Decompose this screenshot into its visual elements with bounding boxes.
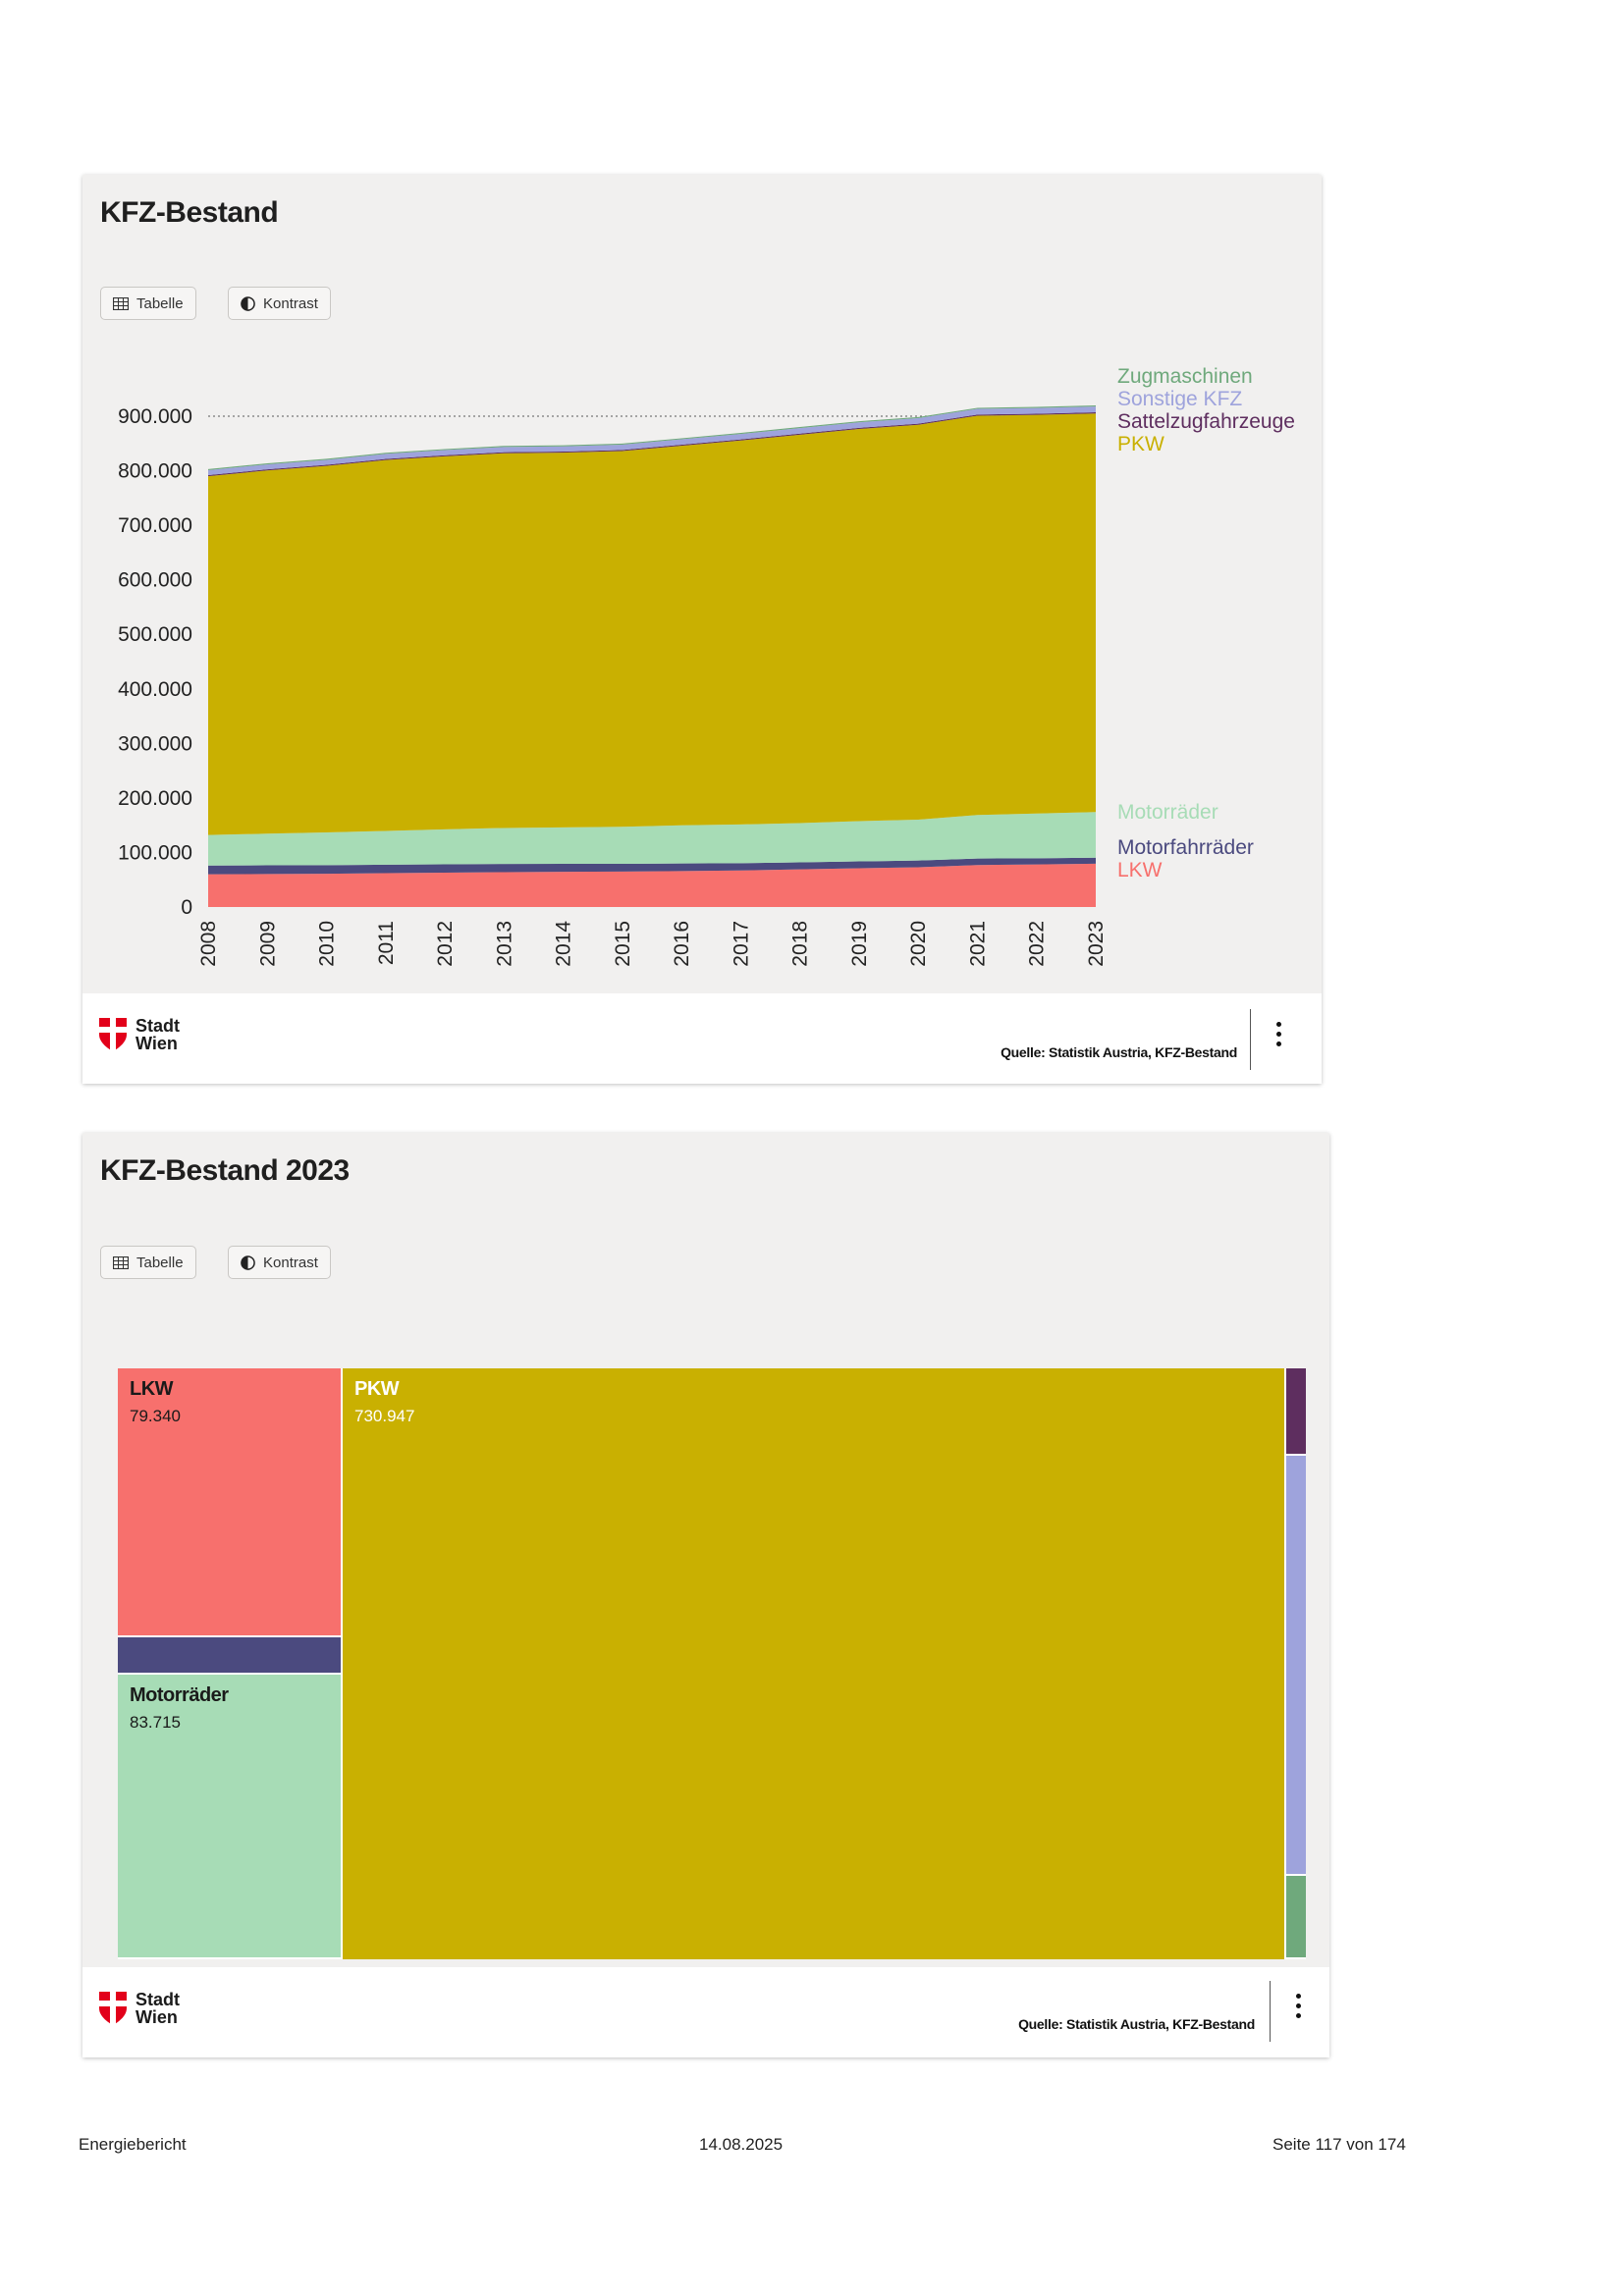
more-options-icon[interactable]: [1288, 1989, 1308, 2028]
contrast-icon: [241, 295, 255, 311]
x-tick-label: 2010: [316, 921, 339, 967]
treemap-chart: LKW 79.340 Motorräder 83.715 PKW 730.947: [118, 1368, 1306, 1959]
x-tick-label: 2023: [1085, 921, 1108, 967]
legend-label: Motorfahrräder: [1117, 836, 1254, 859]
treemap-label-name: LKW: [130, 1378, 174, 1400]
chart-title: KFZ-Bestand 2023: [100, 1154, 350, 1187]
table-button[interactable]: Tabelle: [100, 1246, 196, 1279]
chart-card-kfz-bestand-2023: KFZ-Bestand 2023 Tabelle Kontrast LKW 79.…: [82, 1133, 1329, 2057]
treemap-label-value: 730.947: [354, 1407, 415, 1425]
legend-label: LKW: [1117, 859, 1163, 881]
stadt-wien-logo: Stadt Wien: [98, 1017, 180, 1052]
contrast-button[interactable]: Kontrast: [228, 287, 331, 320]
treemap-label: Motorräder 83.715: [130, 1684, 229, 1733]
x-tick-label: 2009: [256, 921, 279, 967]
legend-label: Sonstige KFZ: [1117, 388, 1242, 410]
page-footer-page-number: Seite 117 von 174: [1272, 2135, 1406, 2154]
area-series-motorfahrräder: [208, 857, 1096, 875]
treemap-label: LKW 79.340: [130, 1378, 181, 1426]
x-tick-label: 2017: [730, 921, 752, 967]
x-tick-label: 2012: [434, 921, 457, 967]
footer-divider: [1270, 1981, 1271, 2042]
treemap-label-name: PKW: [354, 1378, 400, 1400]
contrast-button-label: Kontrast: [263, 294, 318, 312]
area-series-sonstige-kfz: [208, 406, 1096, 475]
logo-line-1: Stadt: [135, 1990, 180, 2009]
treemap-label-value: 79.340: [130, 1407, 181, 1425]
x-tick-label: 2021: [966, 921, 989, 967]
x-tick-label: 2020: [907, 921, 930, 967]
area-series-motorräder: [208, 812, 1096, 866]
y-tick-label: 500.000: [118, 623, 192, 646]
legend-label: Sattelzugfahrzeuge: [1117, 410, 1295, 433]
treemap-label-name: Motorräder: [130, 1684, 229, 1706]
stadt-wien-logo: Stadt Wien: [98, 1991, 180, 2026]
area-series-pkw: [208, 413, 1096, 835]
treemap-tile-zugmaschinen[interactable]: [1286, 1876, 1306, 1957]
logo-line-2: Wien: [135, 2007, 178, 2027]
x-tick-label: 2019: [848, 921, 871, 967]
contrast-button[interactable]: Kontrast: [228, 1246, 331, 1279]
treemap-label: PKW 730.947: [354, 1378, 414, 1426]
treemap-tile-lkw[interactable]: LKW 79.340: [118, 1368, 341, 1635]
legend-label: PKW: [1117, 433, 1164, 455]
x-tick-label: 2013: [493, 921, 515, 967]
y-tick-label: 900.000: [118, 405, 192, 428]
table-icon: [113, 296, 129, 310]
x-tick-label: 2022: [1026, 921, 1049, 967]
treemap-tile-sattelzugfahrzeuge[interactable]: [1286, 1368, 1306, 1454]
y-tick-label: 100.000: [118, 841, 192, 864]
contrast-button-label: Kontrast: [263, 1254, 318, 1271]
y-tick-label: 800.000: [118, 460, 192, 483]
table-button-label: Tabelle: [136, 294, 184, 312]
treemap-label-value: 83.715: [130, 1713, 181, 1732]
chart-title: KFZ-Bestand: [100, 196, 279, 229]
chart-card-kfz-bestand: KFZ-Bestand Tabelle Kontrast 0 100.000 200…: [82, 175, 1322, 1084]
logo-line-1: Stadt: [135, 1016, 180, 1036]
y-tick-label: 0: [181, 896, 192, 919]
area-series-lkw: [208, 863, 1096, 907]
treemap-tile-motorfahrräder[interactable]: [118, 1637, 341, 1673]
wien-shield-icon: [99, 1018, 127, 1051]
legend-label: Zugmaschinen: [1117, 365, 1253, 388]
legend-label: Motorräder: [1117, 801, 1218, 824]
area-chart: 0 100.000 200.000 300.000 400.000 500.000 600.…: [118, 365, 1295, 967]
table-button[interactable]: Tabelle: [100, 287, 196, 320]
y-tick-label: 700.000: [118, 514, 192, 537]
x-tick-label: 2018: [789, 921, 812, 967]
x-tick-label: 2008: [197, 921, 220, 967]
x-tick-label: 2015: [612, 921, 634, 967]
x-tick-label: 2014: [553, 921, 575, 967]
table-button-label: Tabelle: [136, 1254, 184, 1271]
logo-line-2: Wien: [135, 1034, 178, 1053]
y-tick-label: 200.000: [118, 787, 192, 810]
more-options-icon[interactable]: [1269, 1017, 1288, 1056]
x-tick-label: 2011: [375, 921, 398, 965]
treemap-tile-pkw[interactable]: PKW 730.947: [343, 1368, 1284, 1959]
chart-footer: Stadt Wien Quelle: Statistik Austria, KF…: [82, 993, 1322, 1084]
wien-shield-icon: [99, 1992, 127, 2025]
y-tick-label: 400.000: [118, 678, 192, 701]
footer-divider: [1250, 1009, 1251, 1070]
x-tick-label: 2016: [671, 921, 693, 967]
page-footer-date: 14.08.2025: [699, 2135, 784, 2154]
source-note: Quelle: Statistik Austria, KFZ-Bestand: [1001, 1044, 1237, 1060]
chart-footer: Stadt Wien Quelle: Statistik Austria, KF…: [82, 1967, 1329, 2057]
y-tick-label: 600.000: [118, 569, 192, 592]
table-icon: [113, 1255, 129, 1269]
treemap-tile-motorräder[interactable]: Motorräder 83.715: [118, 1675, 341, 1957]
treemap-tile-sonstige-kfz[interactable]: [1286, 1456, 1306, 1874]
contrast-icon: [241, 1255, 255, 1270]
source-note: Quelle: Statistik Austria, KFZ-Bestand: [1018, 2016, 1255, 2032]
page-footer-left: Energiebericht: [79, 2135, 187, 2154]
y-tick-label: 300.000: [118, 732, 192, 755]
